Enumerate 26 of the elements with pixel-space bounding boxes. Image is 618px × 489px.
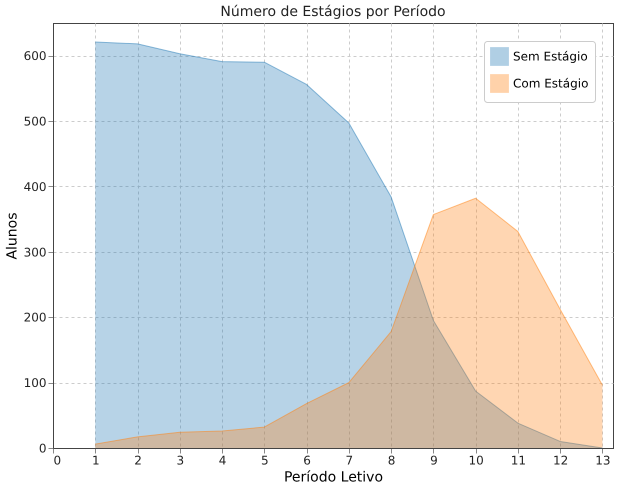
x-tick-label: 2 (134, 454, 142, 468)
legend-label: Sem Estágio (513, 50, 588, 64)
x-axis-title: Período Letivo (284, 470, 384, 486)
x-tick-label: 9 (430, 454, 438, 468)
legend-label: Com Estágio (513, 76, 588, 90)
x-tick-label: 8 (388, 454, 396, 468)
x-tick-label: 11 (510, 454, 526, 468)
x-tick-label: 7 (346, 454, 354, 468)
y-tick-label: 200 (24, 310, 46, 325)
chart-title: Número de Estágios por Período (220, 4, 446, 20)
x-tick-label: 3 (176, 454, 184, 468)
x-tick-label: 4 (218, 454, 226, 468)
y-tick-label: 600 (24, 49, 46, 64)
x-tick-label: 0 (54, 454, 62, 468)
y-tick-label: 100 (24, 376, 46, 390)
y-tick-label: 500 (24, 114, 46, 129)
x-tick-label: 10 (468, 454, 484, 468)
x-tick-label: 12 (553, 454, 568, 468)
x-tick-label: 13 (595, 454, 611, 468)
y-tick-label: 300 (24, 245, 46, 260)
y-axis-title: Alunos (4, 212, 21, 260)
x-tick-label: 1 (92, 454, 100, 468)
x-tick-label: 6 (303, 454, 311, 468)
x-tick-label: 5 (261, 454, 269, 468)
y-tick-label: 0 (38, 442, 46, 456)
y-tick-label: 400 (24, 180, 46, 194)
